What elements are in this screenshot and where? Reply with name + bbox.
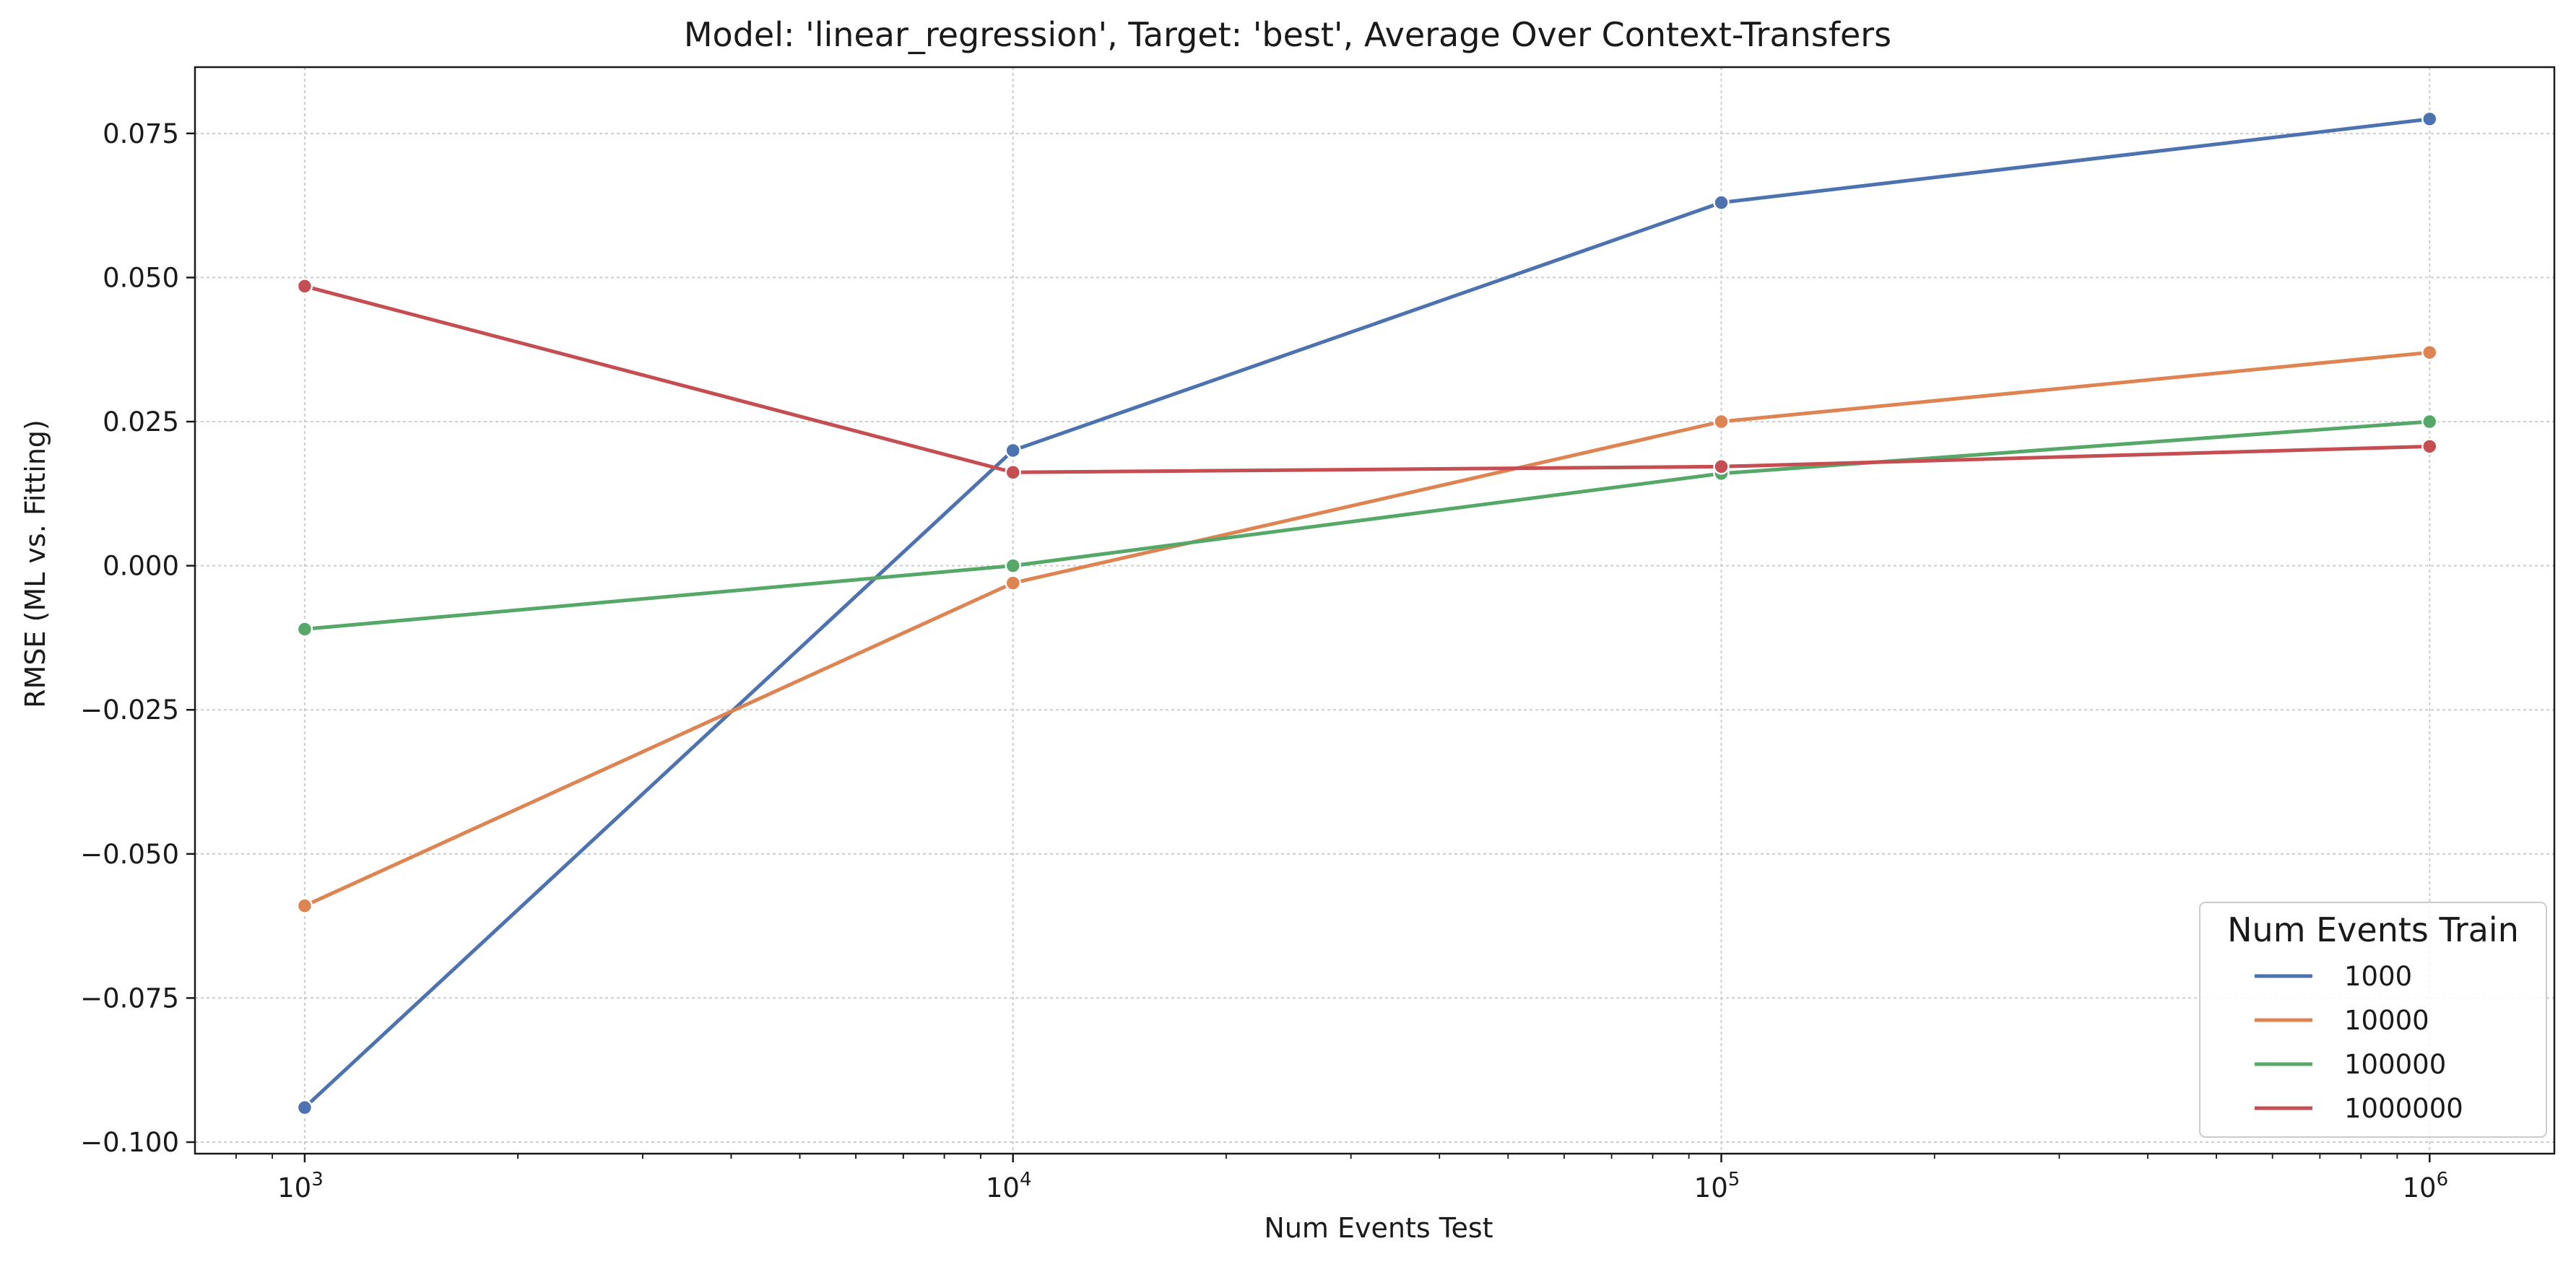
data-point-1000	[1005, 442, 1021, 459]
y-tick-label: 0.050	[103, 262, 179, 293]
legend-label: 1000	[2344, 961, 2412, 992]
data-point-1000000	[296, 278, 313, 295]
data-point-1000000	[2421, 438, 2438, 455]
data-point-10000	[296, 897, 313, 914]
y-tick-label: 0.075	[103, 118, 179, 149]
series-line-100000	[304, 419, 2430, 631]
y-tick-label: −0.025	[80, 695, 179, 726]
x-tick-label: 104	[986, 1169, 1032, 1203]
y-tick-label: 0.000	[103, 551, 179, 582]
y-tick-label: −0.075	[80, 983, 179, 1014]
data-point-100000	[296, 621, 313, 637]
chart-title: Model: 'linear_regression', Target: 'bes…	[684, 15, 1891, 54]
data-point-10000	[1005, 575, 1021, 591]
legend-box	[2199, 902, 2547, 1138]
data-point-100000	[1005, 557, 1021, 574]
data-point-1000	[2421, 110, 2438, 128]
y-tick-label: −0.050	[80, 839, 179, 870]
x-axis-label: Num Events Test	[1264, 1212, 1493, 1244]
data-point-1000000	[1713, 458, 1730, 475]
legend-title: Num Events Train	[2227, 910, 2519, 949]
data-point-100000	[2421, 413, 2438, 430]
series-layer	[296, 110, 2438, 1116]
axes-layer: −0.100 −0.075 −0.050 −0.025 0.000 0.025 0.050 0…	[80, 66, 2556, 1203]
legend: Num Events Train 1000 10000 100000 1000000	[2199, 902, 2547, 1138]
legend-label: 1000000	[2344, 1093, 2463, 1124]
legend-label: 10000	[2344, 1005, 2429, 1036]
y-tick-label: 0.025	[103, 406, 179, 437]
series-line-1000	[303, 117, 2430, 1109]
x-tick-label: 103	[277, 1169, 324, 1203]
series-line-10000	[303, 350, 2430, 907]
plot-frame	[194, 66, 2556, 1155]
data-point-10000	[1713, 413, 1730, 430]
x-tick-label: 105	[1694, 1169, 1740, 1203]
data-point-10000	[2421, 344, 2438, 361]
grid-layer	[195, 67, 2554, 1154]
data-point-1000	[1713, 194, 1730, 211]
data-point-1000	[296, 1099, 313, 1116]
y-tick-label: −0.100	[80, 1127, 179, 1158]
series-line-1000000	[304, 284, 2430, 474]
legend-label: 100000	[2344, 1049, 2446, 1080]
data-point-1000000	[1005, 464, 1021, 481]
x-tick-label: 106	[2402, 1169, 2448, 1203]
y-axis-label: RMSE (ML vs. Fitting)	[19, 419, 51, 708]
